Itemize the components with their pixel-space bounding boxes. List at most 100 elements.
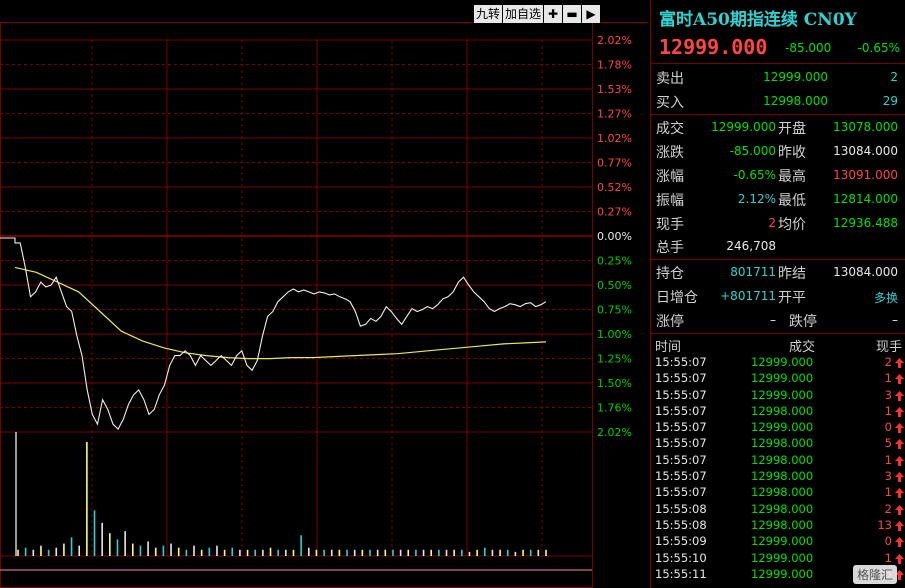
- stat-label: 振幅: [656, 193, 684, 209]
- tick-price: 12999.000: [751, 387, 814, 402]
- axis-tick-label: 1.78%: [597, 59, 632, 72]
- intraday-chart-panel[interactable]: 2.02% 1.78% 1.53% 1.27% 1.02% 0.77% 0.52% 0.27%…: [0, 0, 648, 588]
- stat-label: 涨跌: [656, 145, 684, 161]
- tick-price: 12998.000: [751, 517, 814, 532]
- tick-qty: 2: [884, 355, 892, 369]
- average-price-line: [14, 266, 547, 360]
- tick-row: 15:55:08 12998.000 2: [651, 502, 905, 518]
- tick-row: 15:55:07 12998.000 1: [651, 404, 905, 420]
- tick-time: 15:55:09: [655, 534, 707, 549]
- axis-tick-label: 1.02%: [597, 132, 632, 145]
- tick-time: 15:55:07: [655, 469, 707, 484]
- limit-row: 涨停 – 跌停 –: [651, 309, 905, 333]
- zoom-in-button[interactable]: ✚: [544, 5, 562, 23]
- ticks-qty-header: 现手: [875, 340, 902, 355]
- tick-time: 15:55:10: [655, 550, 707, 565]
- axis-tick-label: 1.50%: [597, 377, 632, 390]
- tick-qty: 2: [884, 501, 892, 516]
- up-arrow-icon: [895, 455, 904, 466]
- stat-value: -0.65%: [733, 168, 776, 182]
- nine-turn-button[interactable]: 九转: [473, 5, 502, 23]
- quote-panel: 富时A50期指连续 CN0Y 12999.000 -85.000 -0.65% …: [650, 0, 905, 588]
- divider: [651, 63, 905, 64]
- stat-value-2: 12936.488: [833, 216, 898, 230]
- last-price: 12999.000: [659, 35, 768, 59]
- open-close-label: 开平: [778, 290, 806, 306]
- ticks-list[interactable]: 15:55:07 12999.000 2 15:55:07 12999.000 1 15:5…: [651, 355, 905, 583]
- intraday-chart[interactable]: 2.02% 1.78% 1.53% 1.27% 1.02% 0.77% 0.52% 0.27%…: [0, 0, 648, 588]
- ask-row[interactable]: 卖出 12999.000 2: [651, 66, 905, 90]
- stat-value: 12999.000: [711, 120, 776, 134]
- stat-label-2: 昨收: [778, 145, 806, 161]
- ticks-price-header: 成交: [789, 340, 816, 355]
- tick-price: 12999.000: [751, 550, 814, 565]
- tick-qty: 3: [884, 469, 892, 484]
- stat-row: 现手 2 均价 12936.488: [651, 212, 905, 236]
- prev-settle-value: 13084.000: [833, 265, 898, 279]
- axis-tick-label: 0.00%: [597, 230, 632, 243]
- tick-row: 15:55:07 12998.000 1: [651, 453, 905, 469]
- tick-time: 15:55:08: [655, 501, 707, 516]
- bid-row[interactable]: 买入 12998.000 29: [651, 90, 905, 114]
- stat-value: -85.000: [729, 144, 776, 158]
- chart-frame: [0, 22, 593, 588]
- price-change-percent: -0.65%: [857, 41, 900, 55]
- axis-tick-label: 0.75%: [597, 304, 632, 317]
- up-arrow-icon: [895, 537, 904, 548]
- tick-row: 15:55:07 12999.000 3: [651, 388, 905, 404]
- tick-price: 12998.000: [751, 436, 814, 451]
- tick-price: 12999.000: [751, 355, 814, 369]
- price-change: -85.000: [785, 41, 832, 55]
- tick-row: 15:55:07 12998.000 1: [651, 485, 905, 501]
- bid-price: 12998.000: [763, 94, 828, 108]
- tick-time: 15:55:07: [655, 387, 707, 402]
- add-to-watchlist-button[interactable]: 加自选: [502, 5, 543, 23]
- tick-row: 15:55:07 12999.000 0: [651, 420, 905, 436]
- axis-tick-label: 1.00%: [597, 328, 632, 341]
- tick-qty: 1: [884, 452, 892, 467]
- tick-row: 15:55:08 12998.000 13: [651, 518, 905, 534]
- axis-tick-label: 1.27%: [597, 108, 632, 121]
- tick-row: 15:55:07 12998.000 5: [651, 436, 905, 452]
- axis-tick-label: 0.77%: [597, 157, 632, 170]
- up-arrow-icon: [895, 358, 904, 368]
- ticks-time-header: 时间: [655, 340, 682, 355]
- tick-time: 15:55:08: [655, 517, 707, 532]
- up-arrow-icon: [895, 472, 904, 483]
- stat-label: 成交: [656, 121, 684, 137]
- tick-qty: 3: [884, 387, 892, 402]
- up-arrow-icon: [895, 390, 904, 401]
- axis-tick-label: 1.76%: [597, 402, 632, 415]
- stat-label-2: 均价: [778, 217, 806, 233]
- ask-label: 卖出: [656, 71, 684, 87]
- stat-value: 2.12%: [737, 192, 776, 206]
- stat-label-2: 最高: [778, 169, 806, 185]
- total-volume-label: 总手: [656, 240, 684, 256]
- tick-price: 12999.000: [751, 420, 814, 435]
- up-arrow-icon: [895, 553, 904, 564]
- prev-settle-label: 昨结: [778, 266, 806, 282]
- tick-qty: 13: [877, 517, 892, 532]
- stat-label-2: 开盘: [778, 121, 806, 137]
- up-arrow-icon: [895, 520, 904, 531]
- limit-down-value: –: [892, 313, 898, 327]
- ticks-header: 时间 成交 现手: [651, 336, 905, 355]
- up-arrow-icon: [895, 406, 904, 417]
- limit-up-label: 涨停: [656, 314, 684, 330]
- total-volume-row: 总手 246,708: [651, 235, 905, 259]
- up-arrow-icon: [895, 374, 904, 385]
- daily-oi-row: 日增仓 +801711 开平 多换: [651, 285, 905, 309]
- zoom-out-button[interactable]: ▬: [563, 5, 581, 23]
- axis-tick-label: 0.25%: [597, 255, 632, 268]
- open-close-value: 多换: [873, 291, 898, 305]
- up-arrow-icon: [895, 423, 904, 434]
- axis-tick-label: 1.25%: [597, 353, 632, 366]
- tick-time: 15:55:07: [655, 371, 707, 386]
- ask-qty: 2: [890, 70, 898, 84]
- exit-button[interactable]: ▶: [582, 5, 600, 23]
- axis-tick-label: 0.52%: [597, 181, 632, 194]
- tick-price: 12999.000: [751, 371, 814, 386]
- open-interest-row: 持仓 801711 昨结 13084.000: [651, 261, 905, 285]
- price-summary: 12999.000 -85.000 -0.65%: [659, 35, 904, 61]
- ask-price: 12999.000: [763, 70, 828, 84]
